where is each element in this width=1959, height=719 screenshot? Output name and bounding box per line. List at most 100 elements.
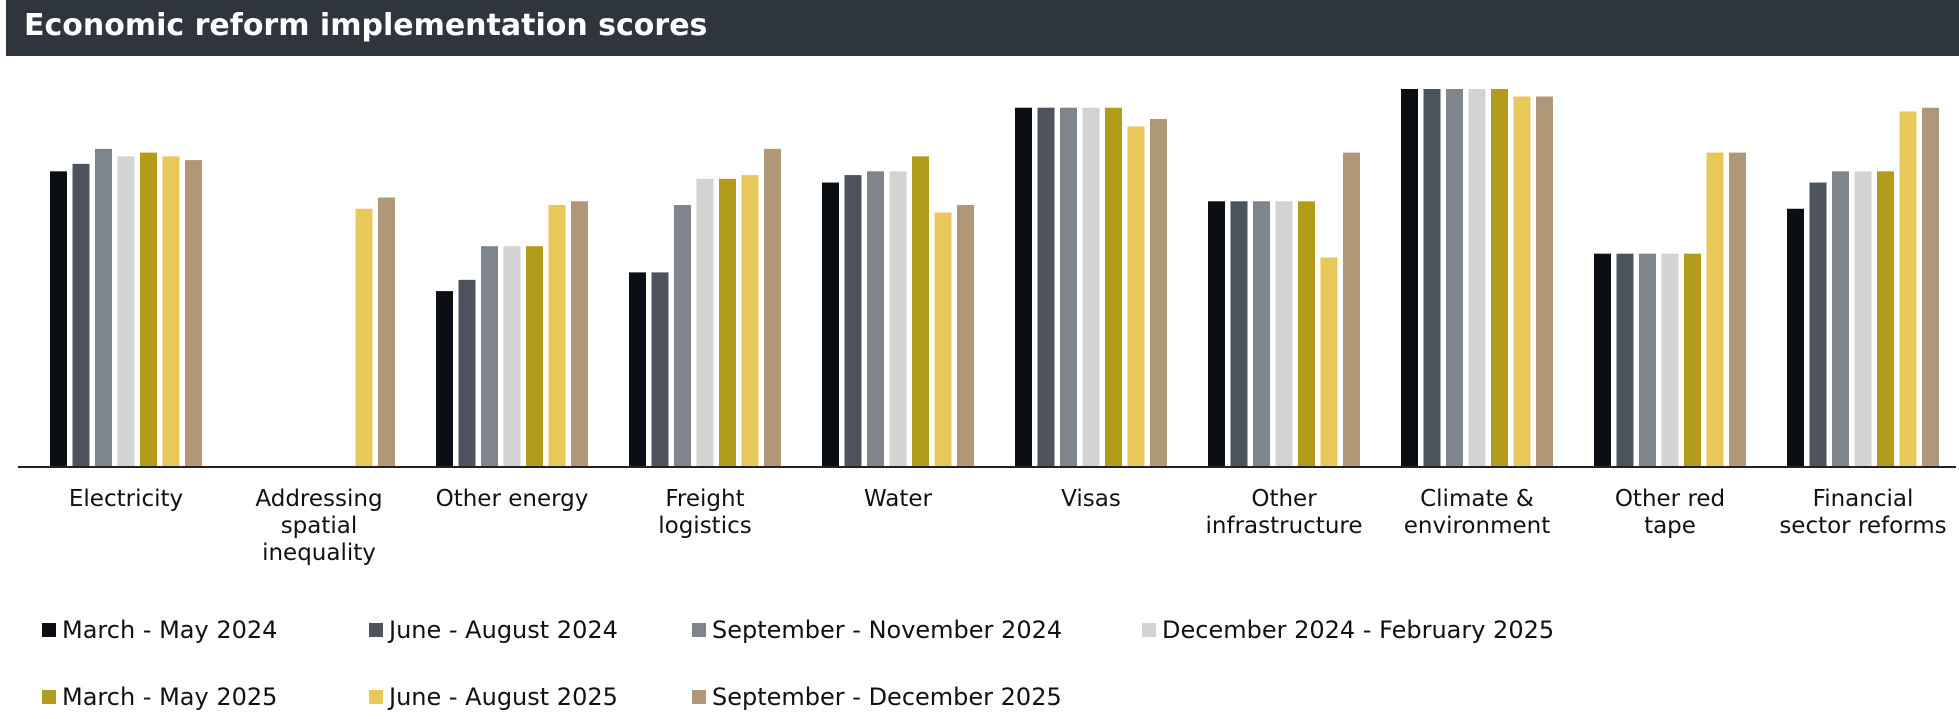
bar [1536,96,1553,468]
bar [1922,107,1939,468]
bar [957,205,974,467]
bar [1060,107,1077,468]
legend-swatch [369,690,383,704]
x-tick-label: Water [864,486,932,512]
bar [867,171,884,467]
bar [844,175,862,467]
bar [1877,171,1894,467]
bar [355,208,373,467]
bar [651,272,669,467]
legend-swatch [42,690,56,704]
bar [95,148,112,467]
bar [934,212,952,467]
bar [1899,111,1917,467]
legend-label: September - December 2025 [712,683,1062,711]
legend-swatch [42,623,56,637]
bar [1150,118,1167,467]
bar [889,171,907,467]
bar [1127,126,1145,467]
header: Economic reform implementation scores [6,0,1959,56]
x-tick-label: Freight logistics [658,486,752,539]
legend-swatch [369,623,383,637]
bar [1513,96,1531,468]
bar [503,246,521,467]
bar [1230,201,1248,467]
bar [674,205,691,467]
bar [1423,89,1441,467]
bar [822,182,839,467]
bar [1661,253,1679,467]
chart-title: Economic reform implementation scores [24,8,708,43]
bar [1491,89,1508,467]
bar [1343,152,1360,467]
bar [629,272,646,467]
bar [912,156,929,467]
bar [1729,152,1746,467]
bar [741,175,759,467]
bar [1832,171,1849,467]
x-tick-label: Visas [1061,486,1121,512]
bar [1037,107,1055,468]
x-tick-label: Other red tape [1614,486,1726,539]
bar [1854,171,1872,467]
legend-item: June - August 2024 [369,616,618,644]
bar [571,201,588,467]
x-tick-label: Other energy [435,486,589,512]
legend-swatch [692,690,706,704]
bar [1684,253,1701,467]
bar [1298,201,1315,467]
x-tick-label: Other infrastructure [1205,486,1363,539]
bar [1706,152,1724,467]
legend-item: March - May 2024 [42,616,277,644]
bar [50,171,67,467]
legend-swatch [692,623,706,637]
bar [1446,89,1463,467]
bar [696,178,714,467]
bar [1594,253,1611,467]
bar [1105,107,1122,468]
legend-item: March - May 2025 [42,683,277,711]
bar [1253,201,1270,467]
x-tick-label: Electricity [68,486,184,512]
legend-item: December 2024 - February 2025 [1142,616,1554,644]
bar [548,205,566,467]
bar [117,156,135,467]
legend-label: March - May 2025 [62,683,278,711]
legend-item: September - November 2024 [692,616,1062,644]
bar [1401,89,1418,467]
legend-label: September - November 2024 [712,616,1063,644]
x-tick-label: Climate & environment [1403,486,1551,539]
x-tick-label: Addressing spatial inequality [255,486,383,566]
bar [1616,253,1634,467]
bar [1320,257,1338,467]
bar [1639,253,1656,467]
bar [458,279,476,467]
legend-label: June - August 2025 [389,683,618,711]
bar [436,291,453,467]
bar [526,246,543,467]
bar [185,160,202,467]
legend-label: June - August 2024 [389,616,618,644]
legend-item: June - August 2025 [369,683,618,711]
bar [719,178,736,467]
bar [162,156,180,467]
bar [140,152,157,467]
legend-item: September - December 2025 [692,683,1062,711]
bar [1787,208,1804,467]
bar [72,163,90,467]
legend-swatch [1142,623,1156,637]
bar [1208,201,1225,467]
bar [1082,107,1100,468]
legend-label: December 2024 - February 2025 [1162,616,1555,644]
bar [1809,182,1827,467]
bar [1468,89,1486,467]
bar [378,197,395,467]
bar [764,148,781,467]
bar [481,246,498,467]
legend-label: March - May 2024 [62,616,278,644]
x-tick-label: Financial sector reforms [1779,486,1947,539]
bar [1275,201,1293,467]
bar [1015,107,1032,468]
